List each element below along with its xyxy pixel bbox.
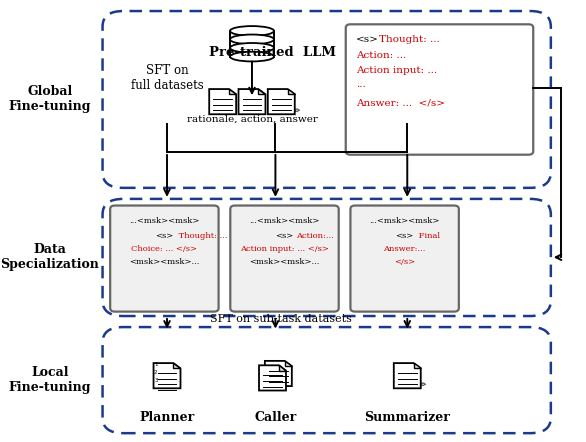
Text: ✏: ✏: [294, 106, 301, 115]
Text: <s>: <s>: [155, 232, 173, 240]
Text: Pre-trained  LLM: Pre-trained LLM: [209, 46, 336, 59]
Text: SFT on sub-task datasets: SFT on sub-task datasets: [210, 314, 352, 324]
Text: Action input: ...: Action input: ...: [356, 66, 437, 75]
Ellipse shape: [230, 26, 274, 36]
Text: Final: Final: [416, 232, 441, 240]
Text: <s>: <s>: [356, 35, 379, 44]
Text: Action: ...: Action: ...: [356, 51, 407, 60]
Polygon shape: [414, 363, 421, 369]
Polygon shape: [209, 89, 236, 114]
Text: <s>: <s>: [275, 232, 294, 240]
Text: ...<msk><msk>: ...<msk><msk>: [249, 217, 320, 225]
Text: 3: 3: [154, 377, 158, 383]
Text: Caller: Caller: [254, 411, 297, 424]
Polygon shape: [279, 365, 286, 370]
Polygon shape: [173, 363, 180, 369]
FancyBboxPatch shape: [350, 206, 459, 312]
Text: <s>: <s>: [396, 232, 414, 240]
Polygon shape: [394, 363, 421, 389]
FancyBboxPatch shape: [346, 24, 533, 155]
Polygon shape: [154, 363, 180, 389]
Text: </s>: </s>: [394, 258, 415, 266]
Text: Data
Specialization: Data Specialization: [1, 243, 99, 271]
Text: Global
Fine-tuning: Global Fine-tuning: [9, 85, 91, 114]
Polygon shape: [285, 361, 292, 366]
Text: Answer:...: Answer:...: [383, 245, 426, 253]
Polygon shape: [259, 365, 286, 391]
Text: rationale, action, answer: rationale, action, answer: [186, 115, 318, 124]
Text: <msk><msk>...: <msk><msk>...: [249, 258, 320, 266]
Polygon shape: [265, 361, 292, 386]
Polygon shape: [288, 89, 295, 95]
Text: Summarizer: Summarizer: [364, 411, 450, 424]
Text: ...<msk><msk>: ...<msk><msk>: [129, 217, 200, 225]
FancyBboxPatch shape: [110, 206, 219, 312]
Ellipse shape: [230, 43, 274, 53]
Text: Choice: ... </s>: Choice: ... </s>: [131, 245, 197, 253]
Text: ...<msk><msk>: ...<msk><msk>: [369, 217, 440, 225]
Text: 1: 1: [154, 362, 158, 367]
Text: SFT on
full datasets: SFT on full datasets: [131, 64, 203, 92]
Text: 2: 2: [154, 370, 158, 375]
FancyBboxPatch shape: [230, 206, 339, 312]
Text: ✏: ✏: [420, 380, 427, 389]
Text: Thought: ...: Thought: ...: [379, 35, 440, 44]
Text: Action:...: Action:...: [297, 232, 334, 240]
Polygon shape: [239, 89, 265, 114]
Polygon shape: [258, 89, 265, 95]
Text: <msk><msk>...: <msk><msk>...: [129, 258, 200, 266]
Text: Answer: ...  </s>: Answer: ... </s>: [356, 98, 445, 107]
Text: Action input: ... </s>: Action input: ... </s>: [240, 245, 329, 253]
Polygon shape: [229, 89, 236, 95]
Text: ...: ...: [356, 80, 366, 89]
Ellipse shape: [230, 34, 274, 44]
Ellipse shape: [230, 52, 274, 61]
Text: Local
Fine-tuning: Local Fine-tuning: [9, 366, 91, 394]
Polygon shape: [268, 89, 295, 114]
FancyBboxPatch shape: [230, 31, 274, 57]
Text: Planner: Planner: [139, 411, 195, 424]
Text: Thought: ...: Thought: ...: [176, 232, 227, 240]
